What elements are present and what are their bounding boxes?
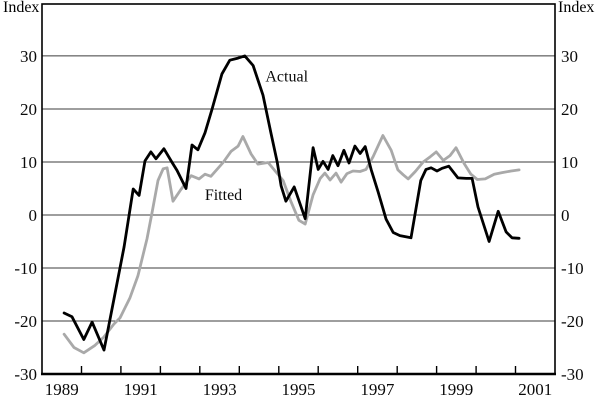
fitted-series-label: Fitted xyxy=(205,187,242,204)
x-tick-label-1999: 1999 xyxy=(439,380,473,399)
y-tick-label-left--10: -10 xyxy=(14,259,37,278)
x-tick-label-1997: 1997 xyxy=(360,380,395,399)
y-tick-label-left--30: -30 xyxy=(14,365,37,384)
fitted-series-line xyxy=(62,134,521,355)
x-tick-label-1991: 1991 xyxy=(124,380,158,399)
actual-series-line xyxy=(62,54,521,352)
x-tick-label-1995: 1995 xyxy=(282,380,316,399)
x-tick-label-1993: 1993 xyxy=(203,380,237,399)
y-tick-label-left-0: 0 xyxy=(29,206,38,225)
y-axis-title-left: Index xyxy=(3,0,40,16)
y-tick-label-left-10: 10 xyxy=(20,153,37,172)
y-tick-label-left--20: -20 xyxy=(14,312,37,331)
y-tick-label-right-10: 10 xyxy=(561,153,578,172)
y-tick-label-left-20: 20 xyxy=(20,100,37,119)
y-tick-label-right--20: -20 xyxy=(561,312,584,331)
y-axis-title-right: Index xyxy=(558,0,595,16)
y-tick-label-left-30: 30 xyxy=(20,47,37,66)
x-tick-label-1989: 1989 xyxy=(45,380,79,399)
x-tick-label-2001: 2001 xyxy=(518,380,552,399)
y-tick-label-right--10: -10 xyxy=(561,259,584,278)
y-tick-label-right--30: -30 xyxy=(561,365,584,384)
y-tick-label-right-0: 0 xyxy=(561,206,570,225)
actual-series-label: Actual xyxy=(265,69,308,86)
y-tick-label-right-20: 20 xyxy=(561,100,578,119)
y-tick-label-right-30: 30 xyxy=(561,47,578,66)
